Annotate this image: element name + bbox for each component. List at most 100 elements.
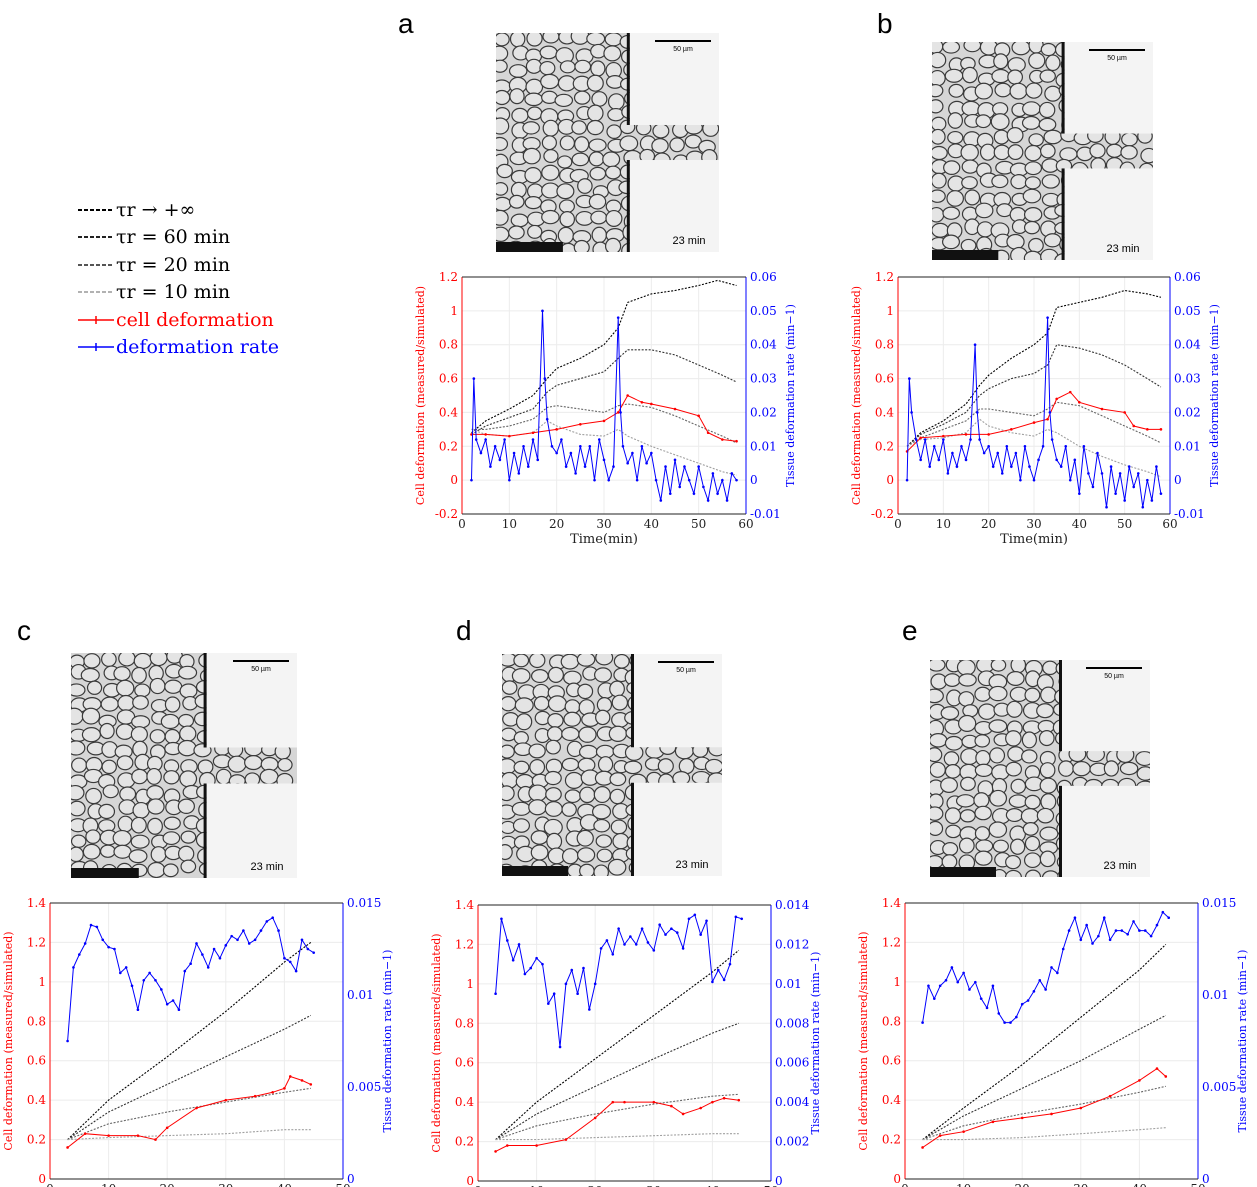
x-tick-label: 50 <box>691 517 706 531</box>
data-point <box>593 1116 597 1120</box>
cell <box>163 816 181 831</box>
data-point <box>1127 465 1131 468</box>
data-point <box>1059 465 1063 468</box>
cell <box>502 680 518 695</box>
data-point <box>646 941 650 944</box>
channel-wall-top <box>1062 660 1150 752</box>
data-point <box>997 1012 1001 1015</box>
data-point <box>165 1126 169 1130</box>
cell <box>71 740 86 756</box>
data-point <box>493 444 497 448</box>
channel-edge <box>203 653 207 748</box>
data-point <box>1050 966 1053 969</box>
y2-tick-label: -0.01 <box>750 507 781 521</box>
data-point <box>626 461 629 465</box>
data-point <box>932 444 936 448</box>
data-point <box>1136 472 1140 475</box>
cell <box>527 224 543 239</box>
y-tick-label: 0.8 <box>882 1014 901 1028</box>
data-point <box>489 465 492 468</box>
cell <box>177 798 195 814</box>
cell <box>502 844 513 861</box>
data-point <box>574 472 577 475</box>
data-point <box>558 1045 562 1049</box>
cell <box>508 225 525 240</box>
data-point <box>716 968 720 972</box>
y2-tick-label: -0.01 <box>1174 507 1205 521</box>
cell <box>132 695 149 710</box>
y2-tick-label: 0.012 <box>775 937 809 951</box>
data-point <box>555 451 558 455</box>
data-point <box>914 438 918 441</box>
data-point <box>687 917 691 921</box>
cell <box>595 834 613 848</box>
deformation-rate-line <box>906 317 1162 508</box>
cell <box>595 654 614 666</box>
legend-item: deformation rate <box>76 334 279 362</box>
cell <box>1023 220 1041 235</box>
data-point <box>545 417 549 421</box>
cell <box>609 772 627 787</box>
data-point <box>1096 451 1099 455</box>
legend-swatch <box>78 208 114 211</box>
data-point <box>230 934 233 938</box>
data-point <box>681 1112 685 1116</box>
data-point <box>1118 472 1122 475</box>
y-tick-label: 1.2 <box>439 270 458 284</box>
data-point <box>658 923 661 927</box>
data-point <box>1082 444 1086 448</box>
y-tick-label: 1 <box>38 975 46 989</box>
data-point <box>626 394 629 397</box>
y2-tick-label: 0.008 <box>775 1016 809 1030</box>
data-point <box>652 1100 656 1104</box>
data-point <box>1155 1067 1159 1070</box>
data-point <box>1019 478 1022 482</box>
data-point <box>687 478 691 482</box>
data-point <box>570 968 574 972</box>
cell <box>130 834 150 849</box>
data-point <box>130 984 134 988</box>
data-point <box>1132 424 1136 428</box>
cell <box>1024 869 1042 877</box>
scale-bar-label: 50 µm <box>673 46 693 53</box>
data-point <box>1078 492 1081 495</box>
cell <box>657 758 674 774</box>
y2-tick-label: 0.004 <box>775 1095 810 1109</box>
data-point <box>1097 934 1100 938</box>
channel-edge <box>1061 168 1065 260</box>
simulated-line <box>471 349 737 435</box>
data-point <box>599 947 603 950</box>
legend-label: τr = 10 min <box>116 281 231 304</box>
cell <box>131 666 147 684</box>
time-label: 23 min <box>672 235 705 247</box>
cell <box>164 696 181 713</box>
cell <box>147 817 163 835</box>
data-point <box>991 1120 995 1124</box>
data-point <box>283 956 286 960</box>
plot-area <box>50 903 343 1179</box>
data-point <box>631 451 634 455</box>
data-point <box>705 919 708 923</box>
cell <box>547 666 564 683</box>
y-tick-label: 0 <box>466 1174 474 1187</box>
x-tick-label: 50 <box>335 1182 350 1187</box>
cell <box>974 805 992 821</box>
x-tick-label: 60 <box>738 517 753 531</box>
simulated-line <box>67 941 312 1140</box>
legend-swatch <box>78 291 114 293</box>
channel-edge <box>203 783 207 878</box>
data-point <box>699 1106 702 1110</box>
x-tick-label: 10 <box>936 517 951 531</box>
data-point <box>1055 397 1058 401</box>
cell <box>960 776 976 792</box>
channel-edge <box>1061 42 1065 134</box>
x-tick-label: 30 <box>1026 517 1041 531</box>
y2-tick-label: 0.01 <box>1202 988 1229 1002</box>
data-point <box>1020 1002 1024 1006</box>
data-point <box>1055 458 1058 462</box>
data-point <box>531 431 535 435</box>
data-point <box>1105 505 1108 509</box>
y-tick-label: 1.4 <box>27 896 46 910</box>
data-point <box>535 1144 538 1147</box>
